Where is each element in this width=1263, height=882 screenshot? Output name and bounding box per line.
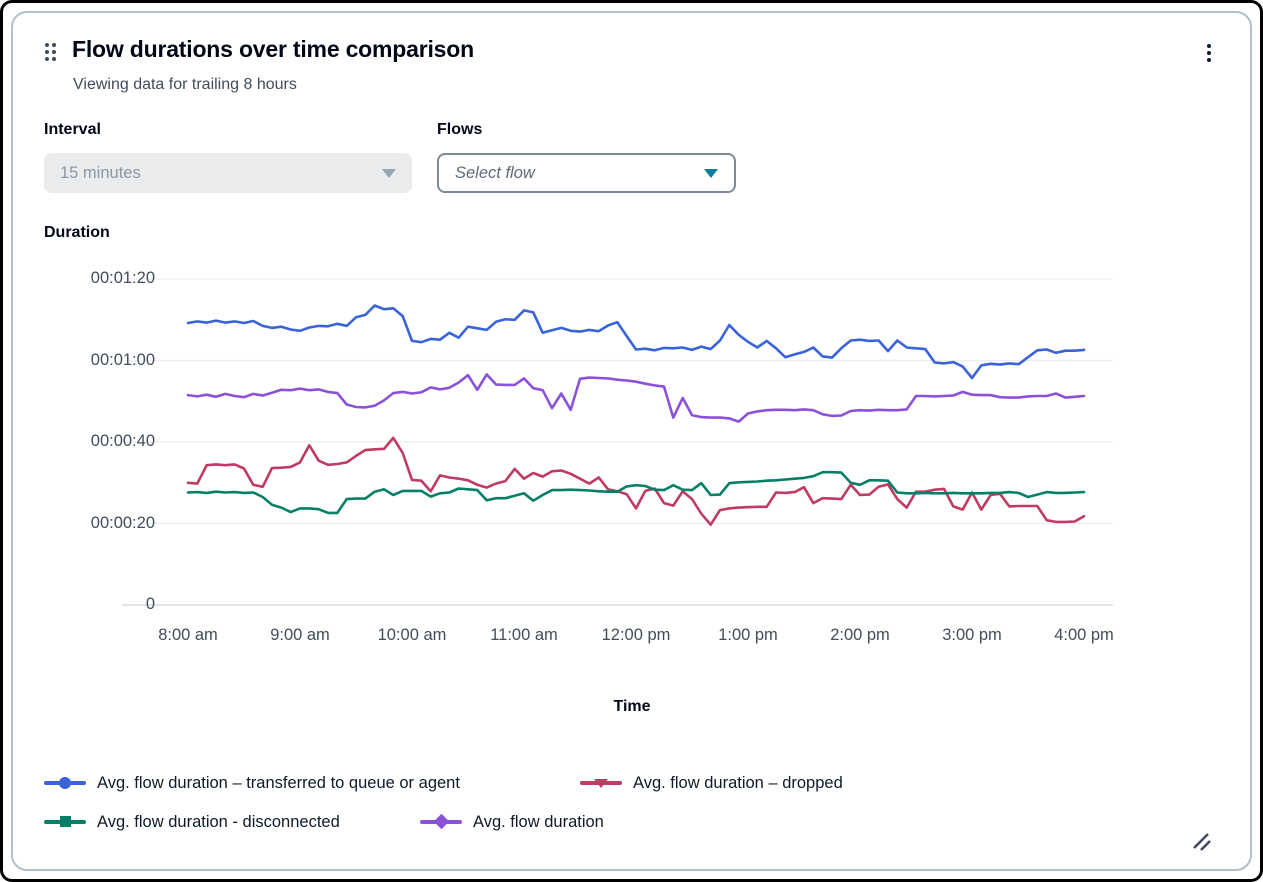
legend-swatch-triangle-icon — [580, 773, 622, 793]
y-axis-tick-label: 00:00:40 — [90, 432, 155, 450]
y-axis-title: Duration — [44, 224, 110, 241]
widget-card — [11, 11, 1252, 871]
legend-label: Avg. flow duration - disconnected — [97, 812, 340, 831]
legend-swatch-square-icon — [44, 812, 86, 832]
chevron-down-icon — [382, 168, 396, 178]
x-axis-tick-label: 10:00 am — [377, 626, 447, 644]
widget-subtitle: Viewing data for trailing 8 hours — [73, 76, 297, 93]
x-axis-title: Time — [613, 698, 651, 715]
x-axis-tick-label: 4:00 pm — [1054, 626, 1114, 644]
legend-swatch-diamond-icon — [420, 812, 462, 832]
legend-swatch-circle-icon — [44, 773, 86, 793]
drag-handle-icon[interactable] — [45, 43, 56, 61]
chevron-down-icon — [704, 168, 718, 178]
flows-select[interactable]: Select flow — [437, 153, 736, 193]
flows-select-placeholder: Select flow — [455, 163, 535, 182]
kebab-menu-icon[interactable] — [1196, 38, 1222, 68]
interval-select-value: 15 minutes — [60, 163, 141, 182]
resize-handle-icon[interactable] — [1182, 824, 1222, 860]
x-axis-tick-label: 2:00 pm — [830, 626, 890, 644]
legend-item-dropped[interactable]: Avg. flow duration – dropped — [580, 773, 843, 793]
x-axis-tick-label: 11:00 am — [490, 626, 558, 644]
widget-title: Flow durations over time comparison — [72, 36, 474, 62]
flows-label: Flows — [437, 121, 483, 138]
legend-item-avg-flow-duration[interactable]: Avg. flow duration — [420, 812, 604, 832]
y-axis-tick-label: 00:01:00 — [90, 350, 155, 369]
legend-item-disconnected[interactable]: Avg. flow duration - disconnected — [44, 812, 340, 832]
x-axis-tick-label: 8:00 am — [158, 626, 218, 644]
legend-item-transferred[interactable]: Avg. flow duration – transferred to queu… — [44, 773, 460, 793]
y-axis-tick-label: 00:01:20 — [90, 269, 155, 287]
legend-label: Avg. flow duration – dropped — [633, 773, 843, 792]
legend-label: Avg. flow duration – transferred to queu… — [97, 773, 460, 792]
x-axis-tick-label: 1:00 pm — [718, 626, 778, 644]
legend-label: Avg. flow duration — [473, 812, 604, 831]
x-axis-tick-label: 12:00 pm — [601, 626, 671, 644]
x-axis-tick-label: 3:00 pm — [942, 626, 1002, 644]
y-axis-tick-label: 0 — [145, 595, 155, 613]
x-axis-tick-label: 9:00 am — [270, 626, 330, 644]
interval-select[interactable]: 15 minutes — [44, 153, 412, 193]
y-axis-tick-label: 00:00:20 — [90, 513, 155, 532]
interval-label: Interval — [44, 121, 101, 138]
